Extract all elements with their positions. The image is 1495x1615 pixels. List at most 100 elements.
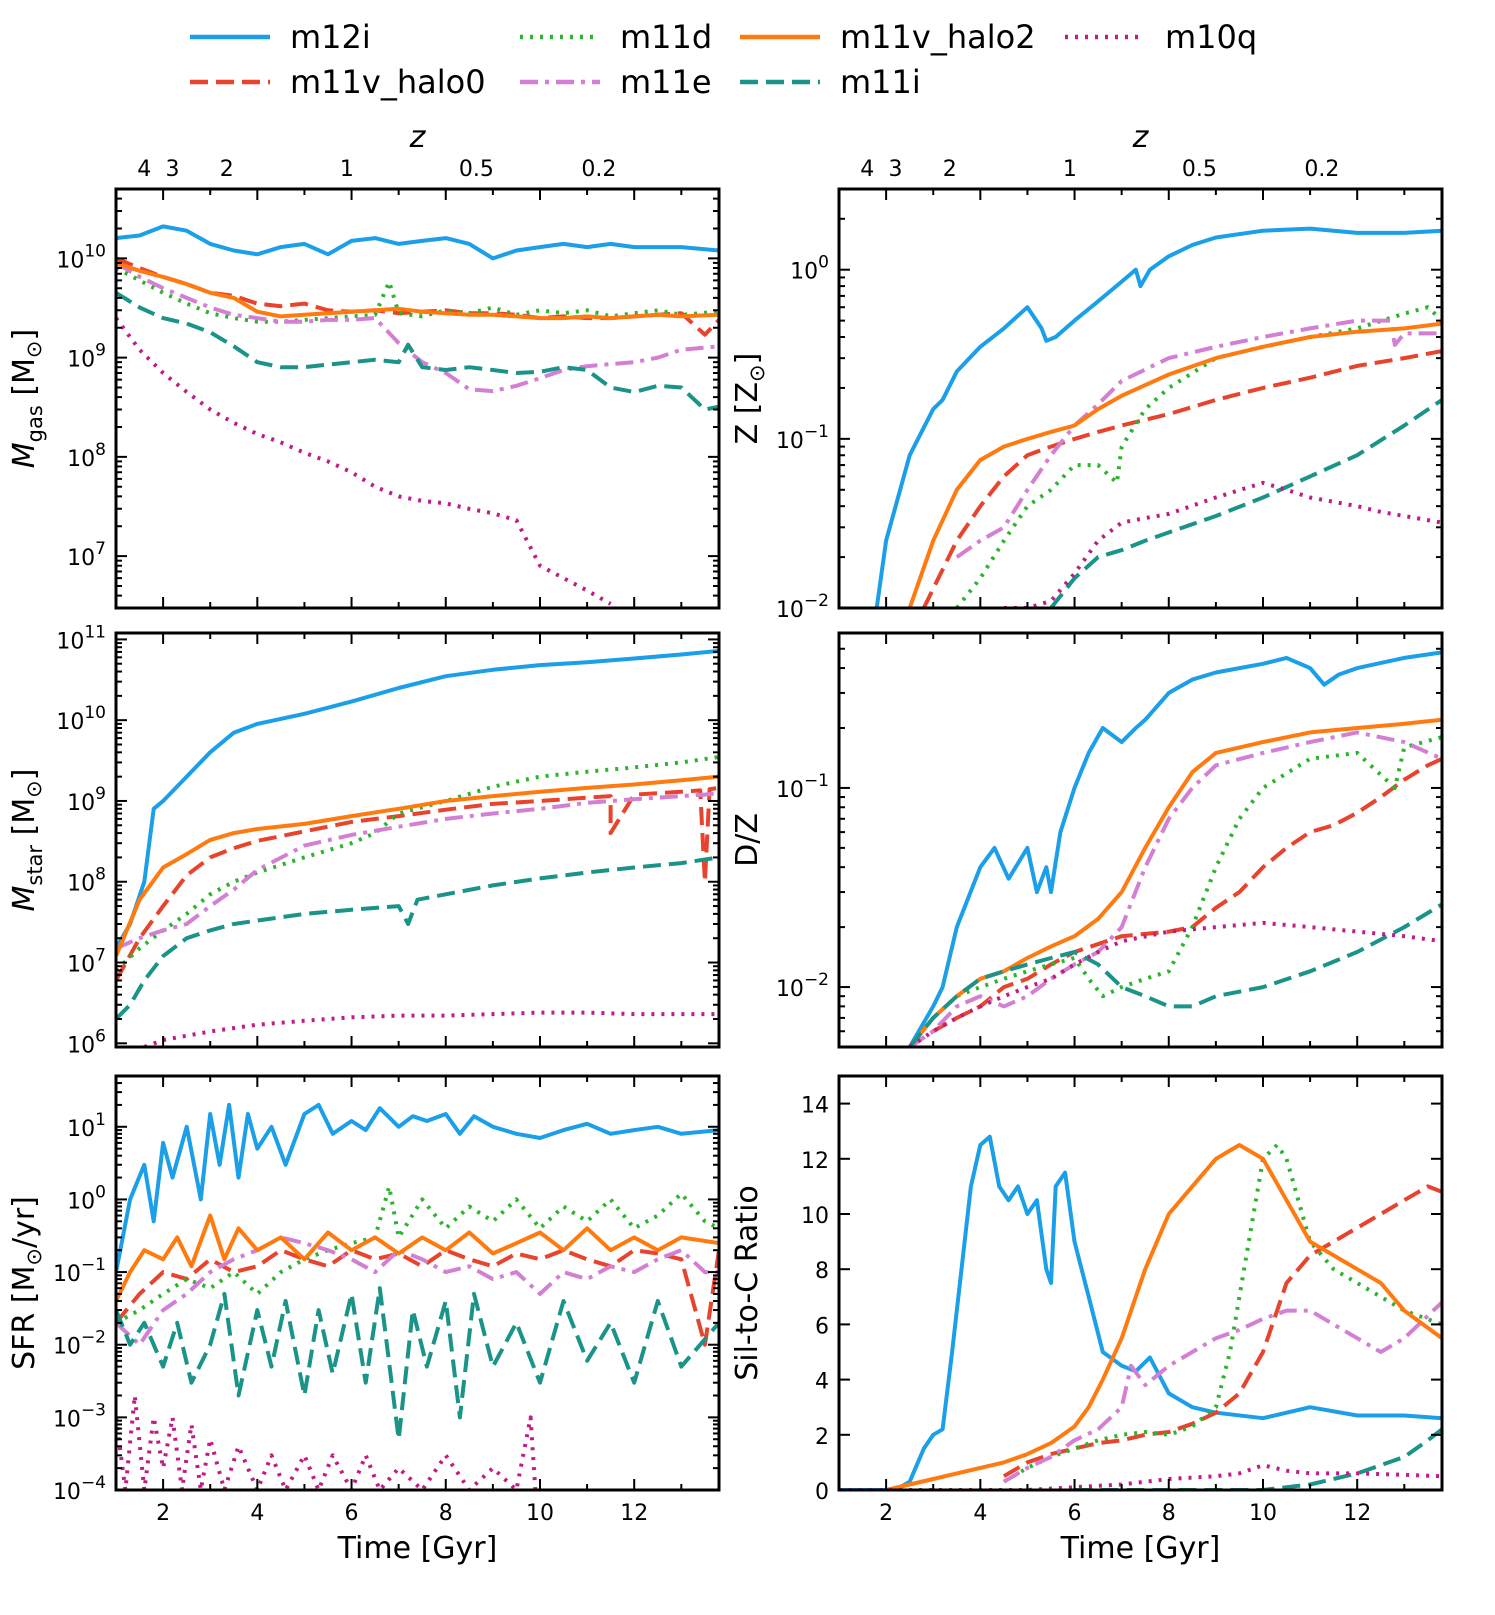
y-tick-label: 109 — [67, 784, 106, 816]
series-sfr-m11d — [116, 1184, 719, 1325]
series-mgas-m10q — [116, 316, 612, 606]
y-axis-label: Mgas [M⊙] — [7, 329, 47, 468]
legend-item-m12i: m12i — [190, 18, 371, 56]
z-tick-label: 3 — [166, 157, 180, 182]
x-tick-label: 10 — [526, 1501, 554, 1526]
panel-frame — [837, 1074, 1444, 1492]
legend-label-m11e: m11e — [620, 63, 712, 101]
y-tick-label: 100 — [67, 1182, 106, 1214]
z-tick-label: 1 — [340, 157, 354, 182]
y-tick-label: 6 — [815, 1314, 829, 1339]
series-DZ-m11v_halo0 — [908, 756, 1442, 1047]
y-axis-label: Sil-to-C Ratio — [730, 1185, 765, 1381]
z-tick-label: 0.2 — [1304, 157, 1339, 182]
legend-label-m11v_halo0: m11v_halo0 — [290, 63, 486, 101]
series-mstar-m11d — [116, 755, 719, 972]
series-sfr-m11v_halo2 — [116, 1213, 719, 1302]
y-tick-label: 10−1 — [776, 771, 829, 803]
y-axis-label: D/Z — [730, 813, 765, 867]
y-tick-label: 101 — [67, 1110, 106, 1142]
series-sfr-m10q — [116, 1393, 538, 1490]
y-tick-label: 1010 — [56, 703, 106, 735]
panel-mgas: 107 108 109 1010 4 3 2 1 0.5 0.2 z Mgas [M⊙] — [7, 120, 721, 610]
z-tick-label: 3 — [889, 157, 903, 182]
y-tick-label: 12 — [801, 1149, 829, 1174]
z-tick-label: 4 — [137, 157, 151, 182]
series-sfr-m11i — [116, 1286, 719, 1442]
series-mstar-m11i — [116, 855, 719, 1021]
series-mgas-m11d — [116, 266, 719, 324]
legend-label-m10q: m10q — [1165, 18, 1257, 56]
legend: m12i m11v_halo0 m11d m11e m11v_halo2 m11i m10q — [190, 18, 1257, 101]
z-tick-label: 0.2 — [581, 157, 616, 182]
legend-label-m12i: m12i — [290, 18, 371, 56]
series-mgas-m11v_halo0 — [116, 256, 719, 337]
series-Z-m12i — [874, 226, 1442, 608]
legend-item-m11v_halo0: m11v_halo0 — [190, 63, 486, 101]
legend-label-m11d: m11d — [620, 18, 712, 56]
legend-item-m11i: m11i — [740, 63, 921, 101]
y-tick-label: 10−1 — [776, 422, 829, 454]
series-silc-m10q — [839, 1463, 1442, 1490]
z-tick-label: 0.5 — [459, 157, 494, 182]
series-silc-m11e — [1002, 1300, 1442, 1484]
series-DZ-m11i — [908, 902, 1442, 1047]
y-tick-label: 14 — [801, 1094, 829, 1119]
series-Z-m11v_halo0 — [922, 349, 1442, 608]
y-axis-label: Mstar [M⊙] — [7, 768, 47, 911]
series-DZ-m11e — [908, 730, 1442, 1047]
series-silc-m11v_halo2 — [885, 1143, 1442, 1490]
y-tick-label: 10−2 — [776, 591, 829, 623]
x-tick-label: 8 — [1162, 1501, 1176, 1526]
series-Z-m10q — [1003, 480, 1442, 608]
legend-label-m11v_halo2: m11v_halo2 — [840, 18, 1036, 56]
y-axis-label: SFR [M⊙/yr] — [7, 1196, 46, 1370]
y-tick-label: 10 — [801, 1204, 829, 1229]
legend-item-m11e: m11e — [520, 63, 712, 101]
legend-item-m10q: m10q — [1065, 18, 1257, 56]
y-tick-label: 10−1 — [53, 1255, 106, 1287]
x-tick-label: 2 — [879, 1501, 893, 1526]
series-group-Z — [874, 226, 1442, 608]
series-sfr-m12i — [116, 1102, 719, 1273]
z-tick-label: 1 — [1063, 157, 1077, 182]
y-tick-label: 107 — [67, 539, 106, 571]
x-tick-label: 12 — [620, 1501, 648, 1526]
panel-DZ: 10−2 10−1 D/Z — [730, 631, 1444, 1049]
y-tick-label: 109 — [67, 341, 106, 373]
y-tick-label: 100 — [790, 253, 829, 285]
panel-mstar: 106 107 108 109 1010 1011 Mstar [M⊙] — [7, 622, 721, 1058]
legend-item-m11d: m11d — [520, 18, 712, 56]
series-DZ-m12i — [907, 650, 1442, 1047]
y-tick-label: 10−2 — [776, 970, 829, 1002]
y-tick-label: 10−3 — [53, 1400, 106, 1432]
y-tick-label: 106 — [67, 1026, 106, 1058]
y-tick-label: 2 — [815, 1425, 829, 1450]
series-mstar-m12i — [116, 648, 719, 950]
x-tick-label: 2 — [156, 1501, 170, 1526]
series-silc-m11d — [1002, 1143, 1442, 1484]
z-tick-label: 4 — [860, 157, 874, 182]
x-tick-label: 6 — [345, 1501, 359, 1526]
series-Z-m11i — [1049, 398, 1442, 608]
series-mgas-m11v_halo2 — [116, 261, 719, 321]
x-tick-label: 6 — [1068, 1501, 1082, 1526]
y-tick-label: 108 — [67, 440, 106, 472]
series-group-DZ — [907, 650, 1442, 1047]
series-group-sfr — [116, 1102, 719, 1490]
x-axis-label: Time [Gyr] — [1060, 1531, 1221, 1566]
legend-label-m11i: m11i — [840, 63, 921, 101]
series-mgas-m11i — [116, 291, 719, 412]
z-tick-label: 2 — [943, 157, 957, 182]
series-sfr-m11v_halo0 — [116, 1248, 719, 1347]
y-tick-label: 1010 — [56, 241, 106, 273]
y-axis-label: Z [Z⊙] — [730, 353, 769, 445]
y-tick-label: 4 — [815, 1370, 829, 1395]
z-axis-label: z — [1132, 120, 1150, 155]
panel-silc: 0 2 4 6 8 10 12 14 2 4 6 8 10 12 Sil-to-C Ratio Time [G… — [730, 1074, 1444, 1566]
x-tick-label: 8 — [439, 1501, 453, 1526]
y-tick-label: 0 — [815, 1480, 829, 1505]
series-silc-m12i — [839, 1134, 1442, 1490]
